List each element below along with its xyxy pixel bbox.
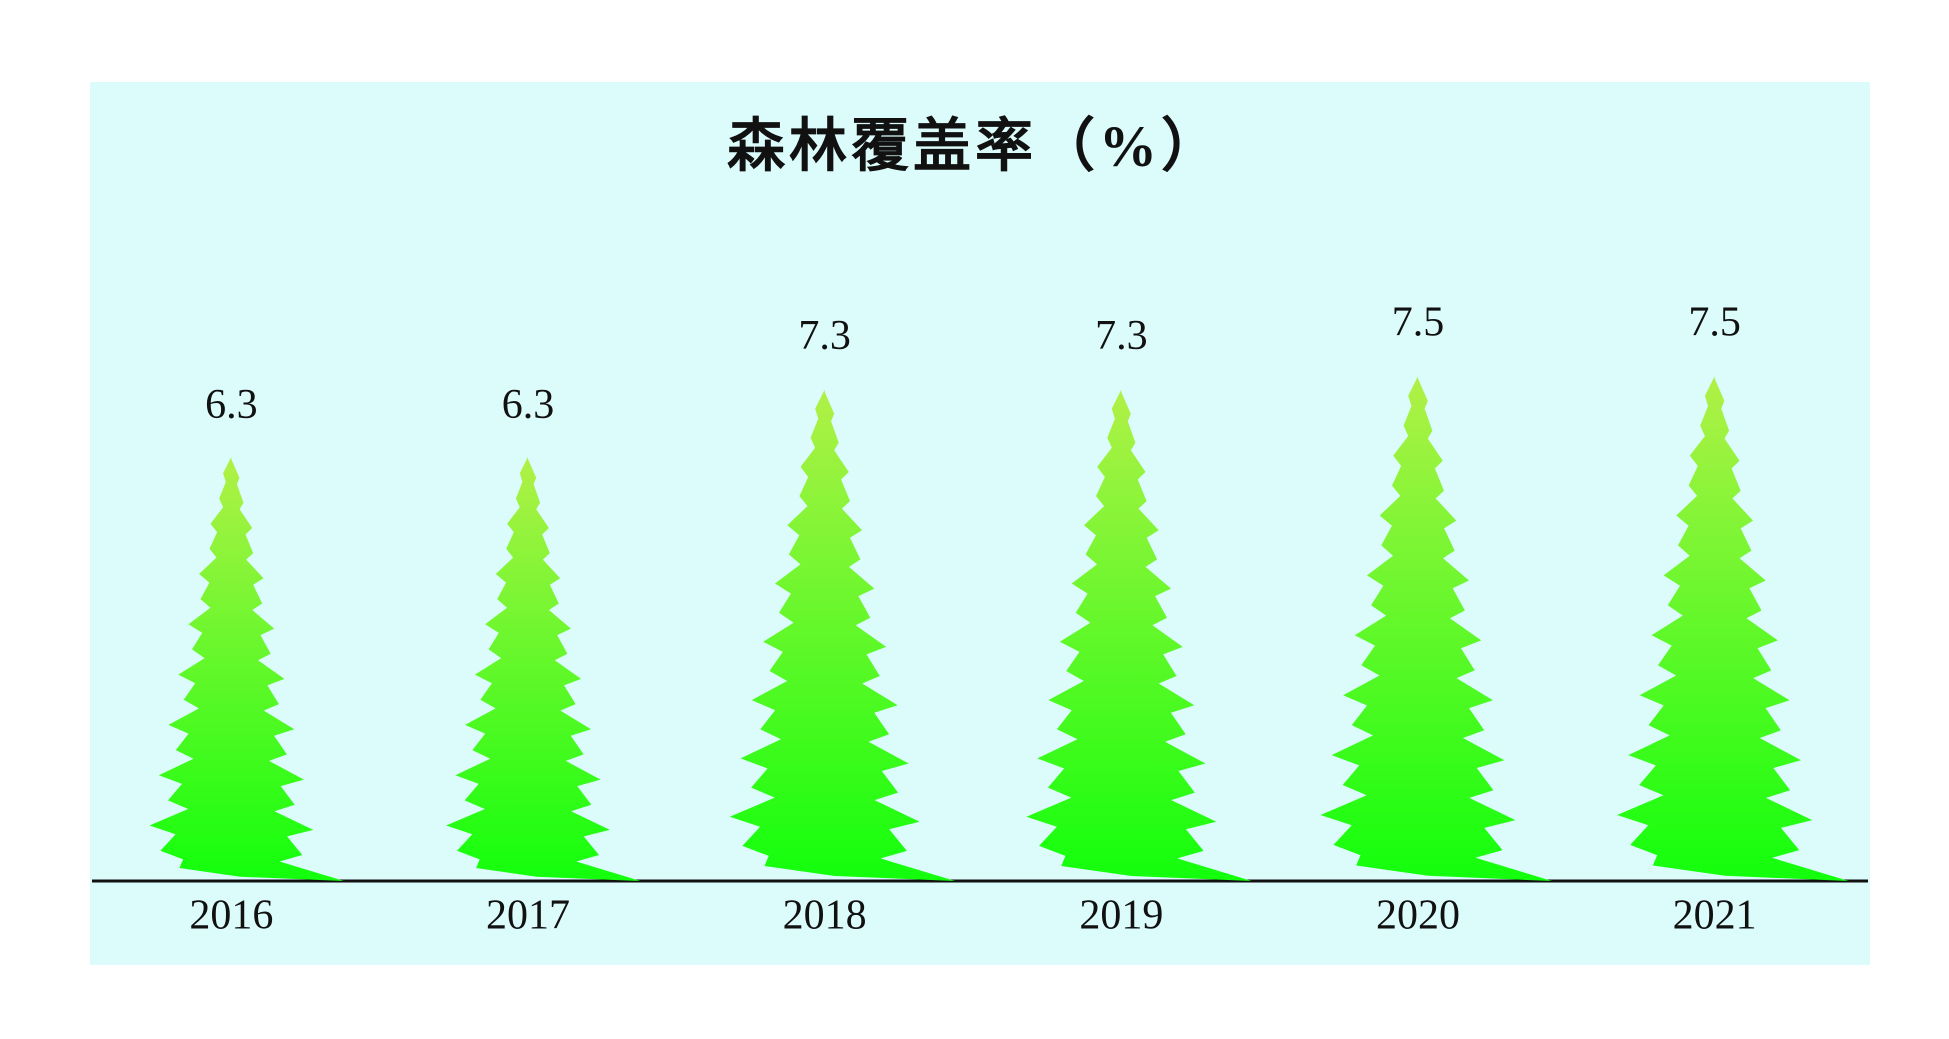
value-label: 6.3	[205, 382, 258, 428]
x-tick-label: 2021	[1673, 893, 1757, 939]
tree-bar	[446, 448, 641, 881]
plot-background	[90, 82, 1870, 965]
x-tick-label: 2016	[189, 893, 273, 939]
chart-title: 森林覆盖率（%）	[727, 113, 1223, 178]
value-label: 6.3	[502, 382, 555, 428]
x-tick-label: 2019	[1079, 893, 1163, 939]
value-label: 7.3	[798, 313, 851, 359]
x-tick-label: 2020	[1376, 893, 1460, 939]
tree-bar	[149, 448, 344, 881]
value-label: 7.3	[1095, 313, 1148, 359]
x-tick-label: 2018	[783, 893, 867, 939]
tree-bar	[1617, 365, 1849, 881]
tree-bar	[1026, 379, 1252, 881]
value-label: 7.5	[1688, 299, 1741, 345]
x-tick-label: 2017	[486, 893, 570, 939]
tree-bar	[729, 379, 956, 881]
tree-bar	[1320, 365, 1552, 881]
value-label: 7.5	[1392, 299, 1445, 345]
